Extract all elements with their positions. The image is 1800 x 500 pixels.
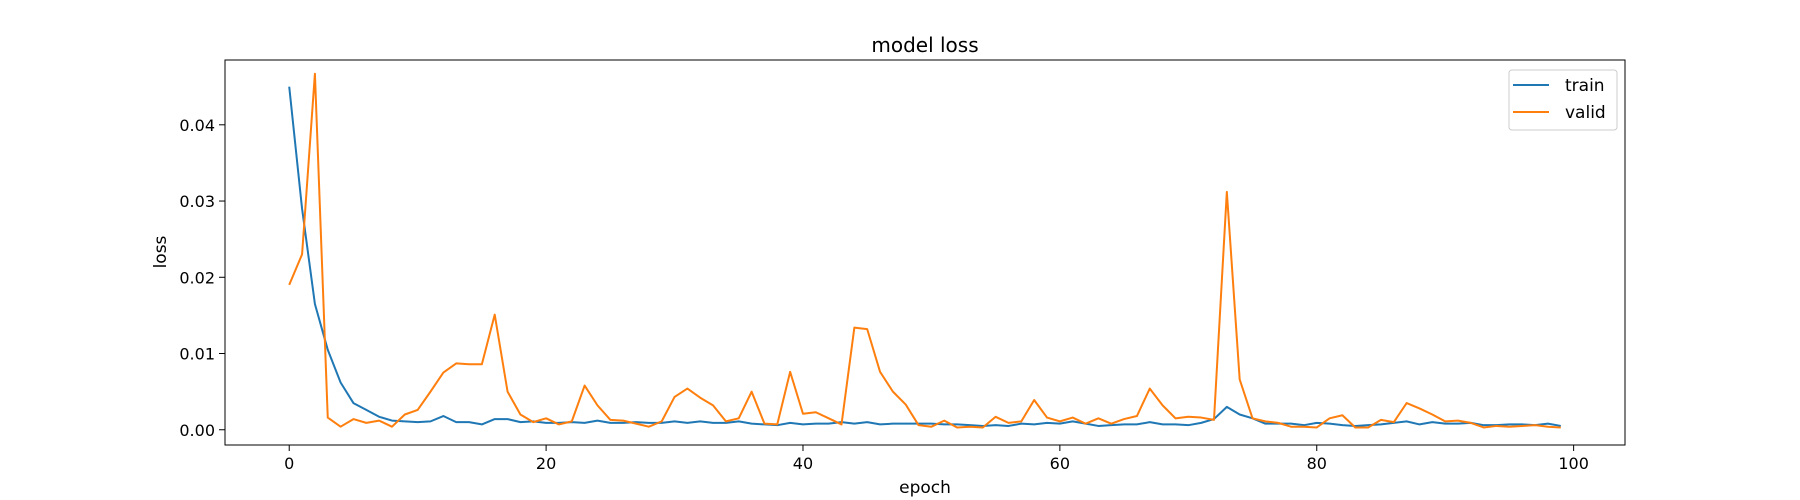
legend-label-valid: valid [1565,103,1606,123]
y-tick-label: 0.01 [179,345,215,364]
y-tick-label: 0.03 [179,192,215,211]
y-tick-label: 0.04 [179,116,215,135]
plot-frame [224,59,1626,446]
legend: train valid [1508,69,1618,131]
y-axis-ticks: 0.00 0.01 0.02 0.03 0.04 [179,116,225,440]
x-tick-label: 20 [536,454,556,473]
x-tick-label: 100 [1558,454,1589,473]
legend-label-train: train [1565,76,1605,96]
y-tick-label: 0.02 [179,268,215,287]
x-axis-ticks: 0 20 40 60 80 100 [284,445,1589,473]
y-axis-label: loss [151,235,171,268]
series-line-valid [288,72,1561,429]
x-tick-label: 0 [284,454,294,473]
chart-title: model loss [871,33,978,57]
series-line-train [288,86,1561,427]
plot-lines [288,72,1561,429]
y-tick-label: 0.00 [179,421,215,440]
x-tick-label: 80 [1307,454,1327,473]
x-tick-label: 40 [793,454,813,473]
x-axis-label: epoch [899,478,951,498]
x-tick-label: 60 [1050,454,1070,473]
